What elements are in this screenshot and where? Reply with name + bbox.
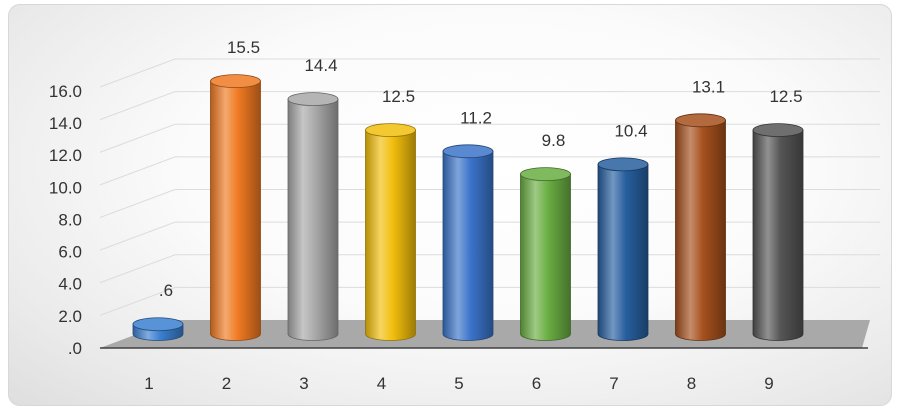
bar-body [442, 150, 494, 341]
gridline [99, 91, 880, 121]
bar-top [520, 167, 571, 182]
data-label: 13.1 [692, 77, 725, 96]
bar-top [210, 74, 261, 89]
data-label: 9.8 [542, 131, 566, 150]
bar-top [442, 144, 494, 159]
gridline [99, 123, 880, 153]
data-label: 15.5 [227, 38, 260, 57]
y-tick-label: 6.0 [58, 243, 82, 262]
bar-body [752, 129, 804, 341]
x-tick-label: 3 [299, 374, 308, 393]
x-tick-label: 9 [764, 374, 773, 393]
bar [210, 74, 261, 341]
y-tick-label: 4.0 [58, 275, 82, 294]
bar [132, 317, 184, 341]
y-tick-label: 14.0 [49, 114, 82, 133]
gridlines [99, 58, 880, 316]
bar-top [597, 157, 649, 172]
bar-top [675, 113, 726, 128]
bar-top [132, 317, 184, 332]
data-label: 14.4 [304, 56, 337, 75]
y-axis-ticks: .0 2.0 4.0 6.0 8.0 10.0 12.0 14.0 16.0 [49, 82, 82, 358]
bar-body [597, 163, 649, 341]
bar [520, 167, 571, 341]
bar-body [365, 129, 416, 341]
bar-body [210, 80, 261, 341]
gridline [99, 58, 880, 88]
data-label: 10.4 [614, 121, 647, 140]
y-tick-label: 16.0 [49, 82, 82, 101]
data-labels: .6 15.5 14.4 12.5 11.2 9.8 10.4 13.1 12.5 [159, 38, 803, 300]
bar [442, 144, 494, 341]
x-tick-label: 1 [144, 374, 153, 393]
y-tick-label: .0 [68, 339, 82, 358]
bar [365, 123, 416, 341]
x-tick-label: 6 [532, 374, 541, 393]
bar [675, 113, 726, 341]
bar [752, 123, 804, 341]
x-tick-label: 8 [687, 374, 696, 393]
bar [597, 157, 649, 341]
y-tick-label: 10.0 [49, 178, 82, 197]
x-tick-label: 4 [377, 374, 386, 393]
y-tick-label: 8.0 [58, 210, 82, 229]
data-label: 12.5 [382, 87, 415, 106]
y-tick-label: 12.0 [49, 146, 82, 165]
bar-top [365, 123, 416, 137]
gridline [99, 156, 880, 186]
data-label: 12.5 [769, 87, 802, 106]
bar-top [287, 92, 339, 106]
bar-body [520, 173, 571, 341]
bar-top [752, 123, 804, 137]
x-tick-label: 7 [609, 374, 618, 393]
x-axis-ticks: 1 2 3 4 5 6 7 8 9 [144, 374, 773, 393]
y-tick-label: 2.0 [58, 307, 82, 326]
data-label: 11.2 [460, 108, 492, 127]
bar [287, 92, 339, 341]
bar-body [675, 119, 726, 341]
x-tick-label: 5 [454, 374, 463, 393]
data-label: .6 [159, 281, 173, 300]
x-tick-label: 2 [222, 374, 231, 393]
bars [132, 74, 804, 341]
bar-body [287, 98, 339, 341]
